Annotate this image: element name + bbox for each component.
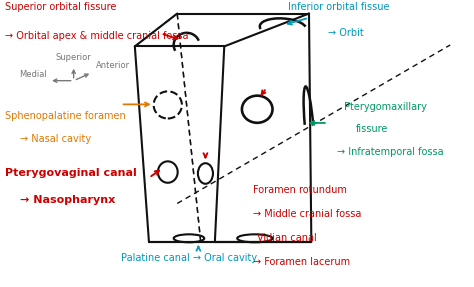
- Text: → Nasopharynx: → Nasopharynx: [19, 195, 115, 205]
- Text: Foramen rotundum: Foramen rotundum: [253, 185, 346, 195]
- Text: Sphenopalatine foramen: Sphenopalatine foramen: [5, 111, 126, 121]
- Text: Vidian canal: Vidian canal: [257, 233, 317, 243]
- Text: Inferior orbital fissue: Inferior orbital fissue: [288, 2, 389, 12]
- Text: Medial: Medial: [19, 70, 47, 79]
- Text: fissure: fissure: [356, 124, 388, 134]
- Text: → Foramen lacerum: → Foramen lacerum: [253, 257, 350, 267]
- Text: → Nasal cavity: → Nasal cavity: [19, 133, 91, 144]
- Text: Superior: Superior: [56, 53, 91, 62]
- Text: Pterygovaginal canal: Pterygovaginal canal: [5, 168, 137, 178]
- Text: → Orbit: → Orbit: [328, 28, 364, 38]
- Text: → Orbital apex & middle cranial fossa: → Orbital apex & middle cranial fossa: [5, 31, 189, 41]
- Text: → Infratemporal fossa: → Infratemporal fossa: [337, 147, 444, 157]
- Text: Palatine canal → Oral cavity: Palatine canal → Oral cavity: [121, 253, 257, 263]
- Text: Anterior: Anterior: [96, 61, 130, 70]
- Text: Superior orbital fissure: Superior orbital fissure: [5, 2, 117, 12]
- Text: Pterygomaxillary: Pterygomaxillary: [344, 102, 427, 112]
- Text: → Middle cranial fossa: → Middle cranial fossa: [253, 209, 361, 219]
